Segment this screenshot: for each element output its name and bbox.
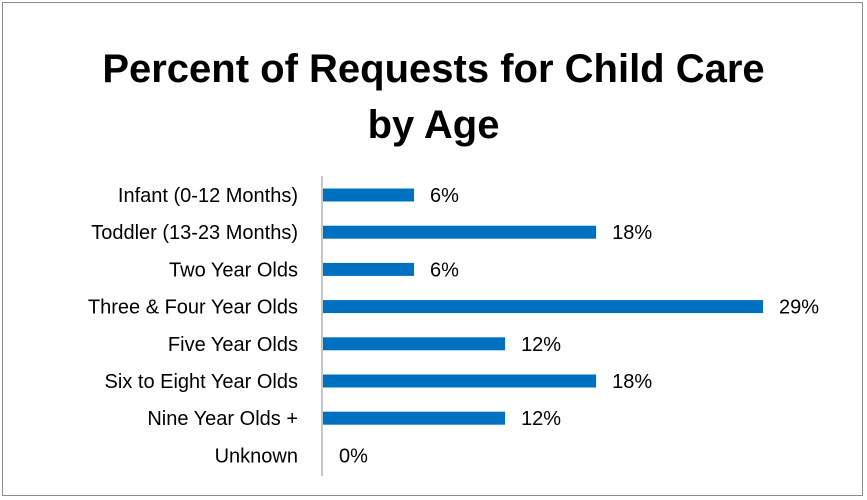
data-label: 6% [430, 259, 459, 281]
category-label: Six to Eight Year Olds [105, 371, 298, 393]
bar [323, 337, 506, 351]
data-label: 18% [612, 222, 652, 244]
category-label: Five Year Olds [168, 334, 298, 356]
data-label: 18% [612, 371, 652, 393]
data-label: 0% [339, 445, 368, 467]
data-label: 29% [779, 297, 819, 319]
category-label: Two Year Olds [169, 259, 298, 281]
category-label: Toddler (13-23 Months) [91, 222, 298, 244]
bar [323, 225, 597, 239]
bar [323, 188, 415, 202]
data-label: 12% [521, 334, 561, 356]
category-label: Three & Four Year Olds [88, 297, 298, 319]
category-label: Unknown [215, 445, 298, 467]
bar [323, 411, 506, 425]
category-label: Infant (0-12 Months) [118, 185, 298, 207]
category-label: Nine Year Olds + [147, 408, 298, 430]
bar [323, 374, 597, 388]
data-label: 12% [521, 408, 561, 430]
data-label: 6% [430, 185, 459, 207]
bar [323, 300, 763, 314]
chart-title: Percent of Requests for Child Care by Ag… [102, 47, 765, 147]
bar [323, 262, 415, 276]
